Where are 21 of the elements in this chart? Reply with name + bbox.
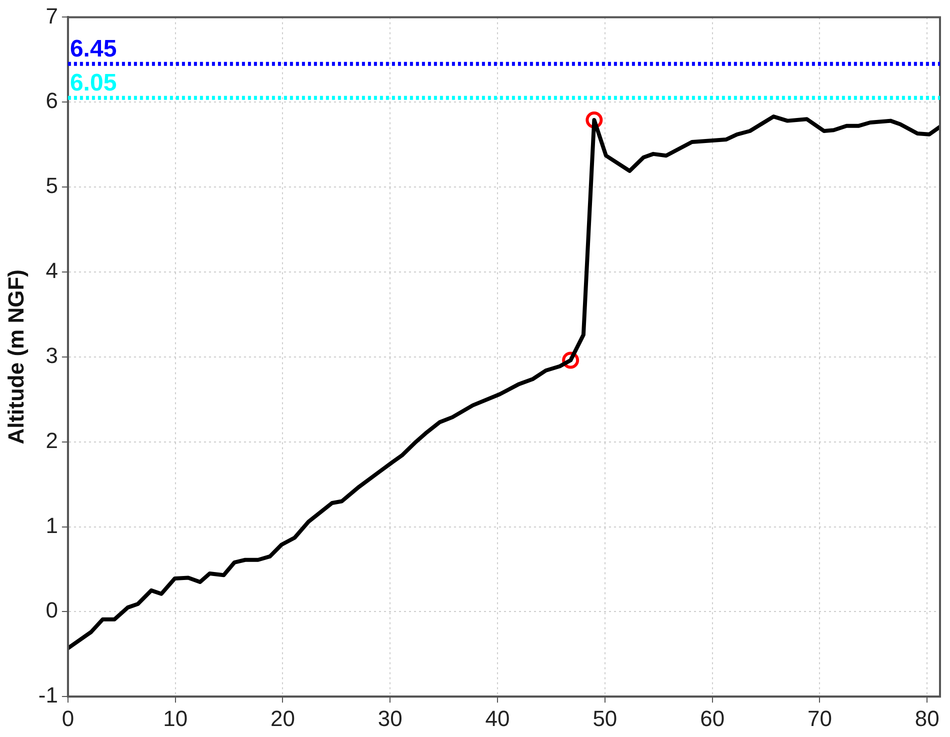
x-tick-label: 40 <box>485 706 510 731</box>
y-tick-label: 4 <box>46 258 58 284</box>
y-tick-label: 7 <box>46 3 58 28</box>
ref-line-label: 6.45 <box>70 36 117 63</box>
x-tick-label: 20 <box>270 706 295 731</box>
x-tick-label: 50 <box>592 706 618 731</box>
y-tick-label: 0 <box>46 598 58 623</box>
y-tick-label: -1 <box>38 682 58 708</box>
x-tick-label: 10 <box>163 706 188 731</box>
y-axis-title: Altitude (m NGF) <box>3 270 28 444</box>
x-tick-label: 0 <box>62 706 74 731</box>
x-tick-label: 30 <box>378 706 402 731</box>
ref-line-label: 6.05 <box>70 70 117 97</box>
y-tick-label: 2 <box>46 428 58 453</box>
x-tick-label: 80 <box>914 706 940 731</box>
x-tick-label: 70 <box>807 706 832 731</box>
x-tick-label: 60 <box>700 706 725 731</box>
y-tick-label: 6 <box>46 88 58 114</box>
y-tick-label: 1 <box>46 512 58 538</box>
y-tick-label: 3 <box>46 342 58 368</box>
y-tick-label: 5 <box>46 173 58 198</box>
